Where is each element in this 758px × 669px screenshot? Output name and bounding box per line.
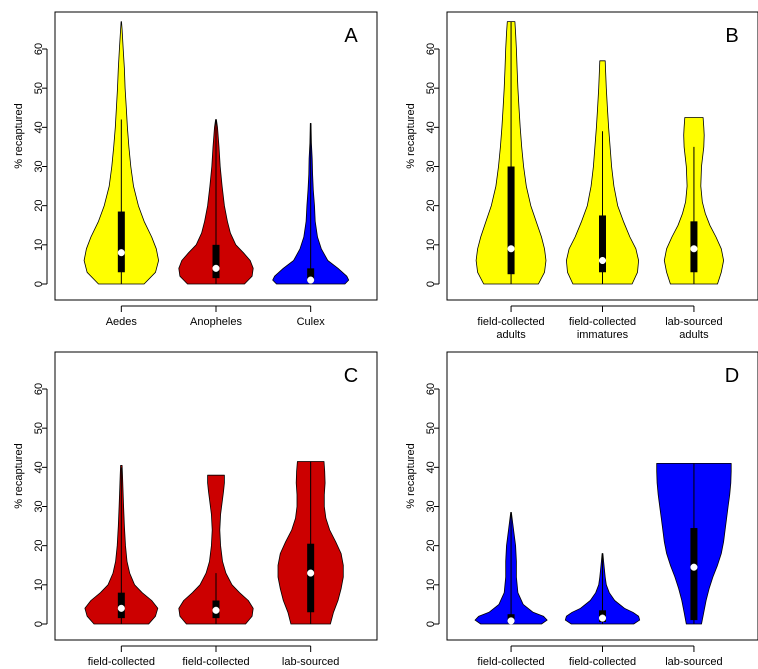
category-label: field-collected bbox=[569, 316, 636, 328]
y-tick-label: 20 bbox=[425, 200, 437, 212]
category-label: adults bbox=[679, 329, 709, 341]
category-label: field-collected bbox=[477, 656, 544, 668]
median-point bbox=[212, 606, 220, 614]
chart-panel-b: 0 10 20 30 40 50 60 % recaptured Bfield-collecte… bbox=[405, 11, 758, 341]
y-tick-label: 40 bbox=[33, 121, 45, 133]
category-label: Aedes bbox=[106, 316, 138, 328]
median-point bbox=[117, 249, 125, 257]
median-point bbox=[307, 276, 315, 284]
category-label: field-collected bbox=[477, 316, 544, 328]
panel-label: B bbox=[725, 25, 738, 47]
category-label: adults bbox=[496, 329, 526, 341]
violin-aedes: Aedes bbox=[83, 21, 159, 328]
y-tick-label: 40 bbox=[425, 121, 437, 133]
y-tick-label: 60 bbox=[33, 43, 45, 55]
iqr-box bbox=[690, 528, 698, 621]
y-tick-label: 0 bbox=[33, 281, 45, 287]
y-tick-label: 50 bbox=[425, 82, 437, 94]
median-point bbox=[507, 245, 515, 253]
panel-label: C bbox=[344, 365, 358, 387]
median-point bbox=[598, 614, 607, 622]
y-tick-label: 30 bbox=[425, 160, 437, 172]
y-tick-label: 20 bbox=[33, 540, 45, 552]
y-tick-label: 10 bbox=[425, 239, 437, 251]
y-tick-label: 40 bbox=[425, 461, 437, 473]
plot-frame bbox=[54, 351, 378, 641]
category-label: immatures bbox=[577, 329, 629, 341]
panel-label: D bbox=[725, 365, 739, 387]
category-label: field-collected bbox=[88, 656, 155, 668]
median-point bbox=[212, 264, 220, 272]
y-tick-label: 20 bbox=[33, 200, 45, 212]
plot-frame bbox=[446, 11, 758, 301]
iqr-box bbox=[117, 211, 125, 273]
chart-panel-d: 0 10 20 30 40 50 60 % recaptured Dfield-collecte… bbox=[405, 351, 758, 668]
y-tick-label: 0 bbox=[425, 281, 437, 287]
iqr-box bbox=[307, 268, 315, 283]
y-tick-label: 60 bbox=[425, 383, 437, 395]
y-tick-label: 50 bbox=[33, 422, 45, 434]
y-tick-label: 60 bbox=[33, 383, 45, 395]
category-label: Anopheles bbox=[190, 316, 242, 328]
category-label: field-collected bbox=[569, 656, 636, 668]
violin-anopheles: Anopheles bbox=[178, 119, 254, 328]
median-point bbox=[690, 245, 698, 253]
y-tick-label: 0 bbox=[33, 621, 45, 627]
y-tick-label: 10 bbox=[33, 239, 45, 251]
category-label: field-collected bbox=[182, 656, 249, 668]
iqr-box bbox=[212, 244, 220, 279]
y-axis-label: % recaptured bbox=[405, 103, 417, 168]
median-point bbox=[307, 569, 315, 577]
iqr-box bbox=[599, 215, 606, 273]
category-label: lab-sourced bbox=[282, 656, 339, 668]
y-tick-label: 60 bbox=[425, 43, 437, 55]
y-tick-label: 50 bbox=[33, 82, 45, 94]
y-tick-label: 10 bbox=[33, 579, 45, 591]
plot-frame bbox=[446, 351, 758, 641]
y-tick-label: 50 bbox=[425, 422, 437, 434]
y-tick-label: 30 bbox=[425, 500, 437, 512]
chart-panel-a: 0 10 20 30 40 50 60 % recaptured A Aedes Anopheles… bbox=[13, 11, 378, 328]
category-label: lab-sourced bbox=[665, 316, 722, 328]
y-tick-label: 10 bbox=[425, 579, 437, 591]
y-tick-label: 40 bbox=[33, 461, 45, 473]
y-axis-label: % recaptured bbox=[13, 443, 25, 508]
y-axis-label: % recaptured bbox=[13, 103, 25, 168]
y-tick-label: 30 bbox=[33, 500, 45, 512]
iqr-box bbox=[507, 166, 515, 275]
median-point bbox=[507, 617, 515, 625]
iqr-box bbox=[307, 543, 315, 613]
violin-culex: Culex bbox=[272, 123, 350, 328]
median-point bbox=[117, 604, 125, 612]
chart-panel-c: 0 10 20 30 40 50 60 % recaptured Cfield-collecte… bbox=[13, 351, 378, 668]
y-tick-label: 30 bbox=[33, 160, 45, 172]
category-label: Culex bbox=[297, 316, 326, 328]
median-point bbox=[598, 256, 607, 265]
plot-frame bbox=[54, 11, 378, 301]
y-tick-label: 0 bbox=[425, 621, 437, 627]
violin-body bbox=[178, 474, 254, 625]
y-tick-label: 20 bbox=[425, 540, 437, 552]
category-label: lab-sourced bbox=[665, 656, 722, 668]
median-point bbox=[690, 563, 698, 571]
y-axis-label: % recaptured bbox=[405, 443, 417, 508]
panel-label: A bbox=[344, 25, 358, 47]
